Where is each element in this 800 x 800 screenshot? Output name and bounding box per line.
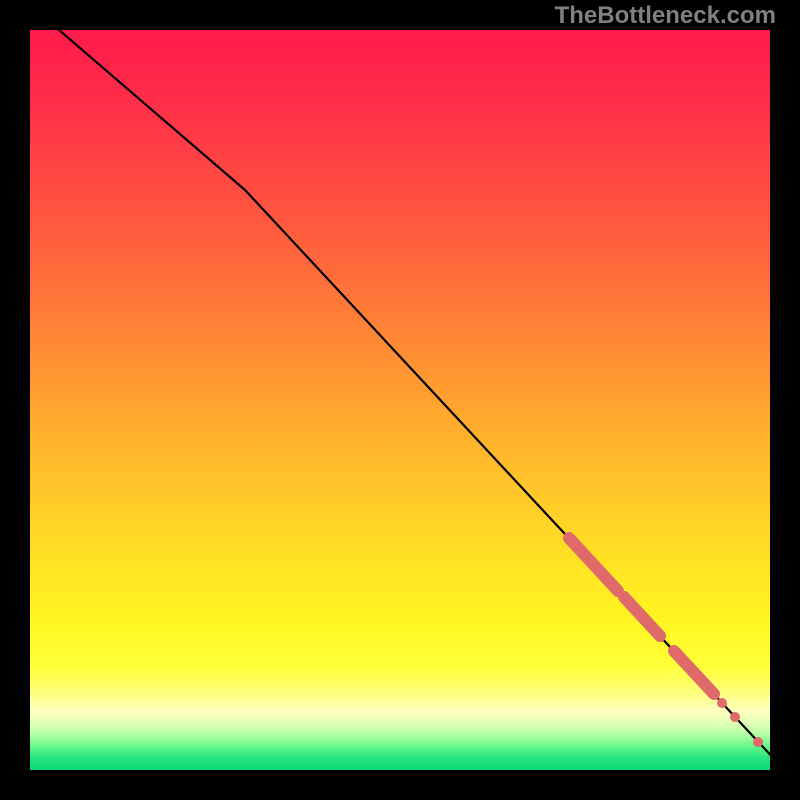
marker-dot bbox=[717, 698, 727, 708]
marker-dot bbox=[753, 737, 763, 747]
watermark-text: TheBottleneck.com bbox=[555, 2, 776, 30]
marker-dot bbox=[730, 712, 740, 722]
heatmap-plot bbox=[30, 30, 770, 770]
gradient-background bbox=[30, 30, 770, 770]
chart-stage: TheBottleneck.com bbox=[0, 0, 800, 800]
